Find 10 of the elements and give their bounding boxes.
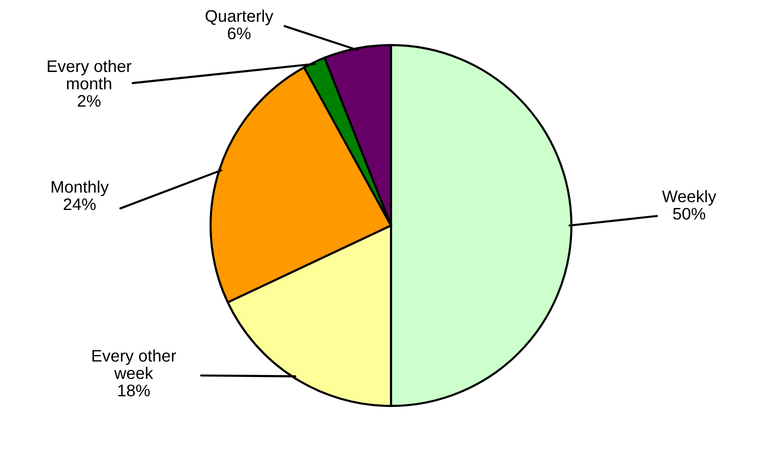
data-label: 50% bbox=[673, 208, 706, 220]
slice-label: Every other week bbox=[92, 349, 176, 380]
data-label: 18% bbox=[118, 384, 150, 396]
slice-label: Quarterly bbox=[206, 10, 274, 26]
data-label: 2% bbox=[78, 95, 101, 107]
data-label: 6% bbox=[228, 27, 251, 40]
slice-label: Weekly bbox=[662, 190, 716, 206]
data-label: 24% bbox=[64, 198, 96, 210]
slice-label: Monthly bbox=[52, 180, 109, 196]
slice-label: Every other month bbox=[48, 60, 132, 90]
